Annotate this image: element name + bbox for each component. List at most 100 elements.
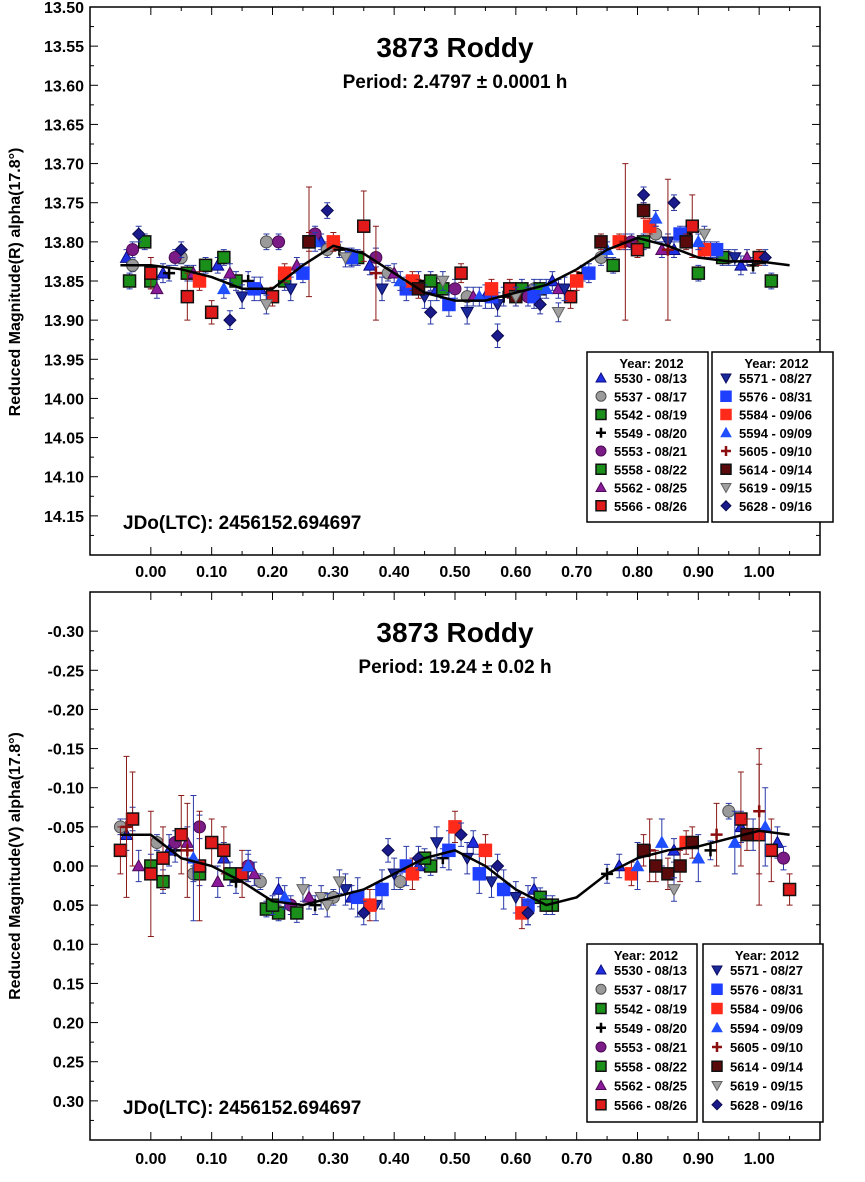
data-point [727,252,742,265]
x-tick-label: 0.10 [196,564,227,581]
x-tick-label: 0.00 [135,564,166,581]
data-point [466,835,481,848]
data-point [490,859,505,873]
legend-marker [711,1099,723,1111]
data-point [685,835,699,850]
legend-marker [595,1060,607,1072]
data-point [223,313,237,327]
legend-year-header: Year: 2012 [744,356,808,371]
legend-entry: 5594 - 09/09 [730,1021,803,1036]
legend-marker [720,483,732,494]
y-tick-label: 13.90 [44,313,84,330]
x-tick-label: 0.70 [561,564,592,581]
legend-entry: 5542 - 08/19 [614,1002,687,1017]
data-point [734,258,748,271]
x-tick-label: 0.60 [500,564,531,581]
data-point [429,837,444,850]
y-tick-label: 0.15 [53,976,84,993]
data-point [362,258,377,271]
y-tick-label: 14.15 [44,509,84,526]
data-point [764,843,779,858]
legend-entry: 5571 - 08/27 [739,371,812,386]
legend-marker [595,445,607,457]
legend-entry: 5549 - 08/20 [614,426,687,441]
data-point [210,258,225,271]
data-point [314,892,329,905]
y-tick-label: 13.80 [44,235,84,252]
data-point [521,906,535,920]
legend-year-header: Year: 2012 [735,948,799,963]
legend-marker [596,1022,606,1033]
data-point [753,805,766,818]
data-point [710,828,723,841]
data-point [192,274,207,288]
legend-marker [720,500,732,512]
data-point [551,307,566,320]
legend-marker [595,963,607,975]
data-point [533,297,547,312]
data-point [296,266,310,280]
data-point [727,835,742,848]
data-point [375,283,389,296]
legend-marker [711,1060,723,1072]
y-axis-label: Reduced Magnitude(R) alpha(17.8°) [7,148,24,417]
data-point [131,858,146,872]
data-point [649,859,663,873]
x-tick-label: 0.80 [622,564,653,581]
legend-marker [595,371,607,383]
data-point [235,291,249,304]
legend-entry: 5605 - 09/10 [739,444,812,459]
x-tick-label: 0.30 [318,1151,349,1168]
data-point [217,843,231,858]
data-point [332,876,347,889]
data-point [667,884,681,897]
data-point [673,859,687,873]
data-point [636,188,651,202]
legend-entry: 5566 - 08/26 [614,499,687,514]
legend-marker [595,463,607,475]
y-tick-label: 13.65 [44,117,84,134]
y-tick-label: 13.95 [44,352,84,369]
data-point [654,835,669,848]
y-axis-label: Reduced Magnitude(V) alpha(17.8°) [7,732,24,1000]
legend-marker [712,1042,722,1052]
data-point [150,281,164,295]
legend-entry: 5619 - 09/15 [730,1079,803,1094]
y-tick-label: 0.30 [53,1094,84,1111]
data-point [259,299,274,312]
data-point [369,267,382,280]
legend-entry: 5614 - 09/14 [730,1059,804,1074]
legend-marker [596,427,606,438]
chart-title: 3873 Roddy [376,617,534,648]
legend-entry: 5537 - 08/17 [614,389,687,404]
y-tick-label: 13.55 [44,39,84,56]
data-point [320,203,334,218]
data-point [296,884,310,897]
series-5605 [369,163,674,321]
chart-panel-2: -0.30 -0.25 -0.20 -0.15 -0.10 -0.05 0.00 0.05 0.… [7,591,824,1168]
legend-entry: 5566 - 08/26 [614,1098,687,1113]
fourier-fit-curve [120,829,790,907]
x-tick-label: 0.20 [257,564,288,581]
legend-marker [595,1099,607,1111]
data-point [357,906,371,920]
legend-entry: 5530 - 08/13 [614,371,687,386]
legend-entry: 5553 - 08/21 [614,1040,687,1055]
series-5594 [186,787,773,922]
legend-marker [711,965,723,977]
y-tick-label: 14.10 [44,470,84,487]
data-point [180,289,195,304]
x-tick-label: 0.80 [622,1151,653,1168]
data-point [174,242,188,257]
data-point [204,305,219,320]
epoch-annotation: JDo(LTC): 2456152.694697 [123,513,361,534]
y-tick-label: -0.25 [48,663,85,680]
data-point [764,274,779,288]
data-layer [113,748,797,937]
y-tick-label: -0.30 [48,624,85,641]
data-point [478,843,493,858]
legend-entry: 5571 - 08/27 [730,963,803,978]
data-point [144,867,158,881]
chart-subtitle: Period: 2.4797 ± 0.0001 h [343,72,568,93]
y-tick-label: 0.10 [53,937,84,954]
